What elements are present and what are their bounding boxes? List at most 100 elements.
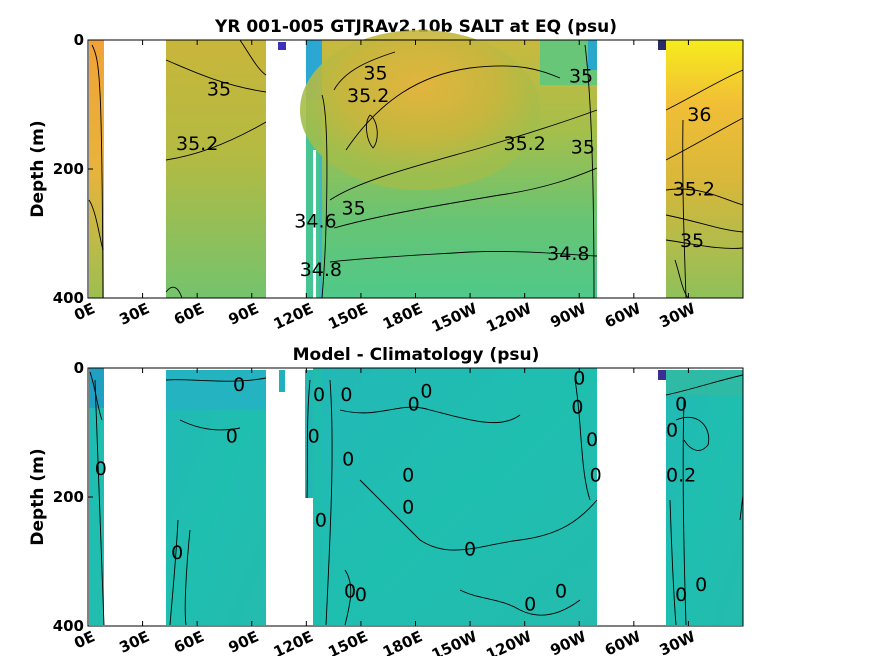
top-contour-line <box>366 114 378 149</box>
bottom-field-block <box>279 370 285 392</box>
bottom-contour-label: 0 <box>344 581 356 603</box>
top-field-block <box>540 40 597 85</box>
bottom-contour-label: 0 <box>524 593 536 615</box>
top-contour-line <box>329 251 598 263</box>
bottom-contour-line <box>675 416 710 451</box>
top-contour-line <box>665 214 744 233</box>
top-x-tick-label: 150W <box>429 299 480 336</box>
top-contour-label: 35.2 <box>176 133 218 155</box>
bottom-x-tick-label: 90E <box>226 627 262 656</box>
bottom-contour-label: 0 <box>586 429 598 451</box>
top-contour-line <box>584 44 595 299</box>
top-contour-line <box>665 69 744 111</box>
top-contour-label: 34.8 <box>300 259 342 281</box>
bottom-contour-label: 0 <box>675 584 687 606</box>
bottom-contour-label: 0 <box>590 464 602 486</box>
bottom-contour-label: 0 <box>571 397 583 419</box>
top-contour-line <box>665 188 744 206</box>
bottom-y-tick-label: 0 <box>74 359 84 377</box>
top-y-axis: 0 200 400 <box>53 31 93 307</box>
bottom-x-tick-label: 120W <box>483 627 534 656</box>
bottom-x-tick-label: 120E <box>271 627 316 656</box>
top-x-tick-label: 30W <box>657 299 699 331</box>
bottom-contour-line <box>459 589 581 616</box>
bottom-contour-label: 0 <box>355 584 367 606</box>
bottom-x-tick-label: 180E <box>380 627 425 656</box>
top-contour-label: 34.6 <box>294 211 336 233</box>
top-contour-label: 35 <box>569 65 593 87</box>
bottom-x-tick-label: 90W <box>547 627 589 656</box>
top-contour-line <box>333 51 396 91</box>
bottom-y-tick-label: 200 <box>53 488 84 506</box>
bottom-y-axis-label: Depth (m) <box>28 448 48 545</box>
top-contour-line <box>321 94 328 299</box>
top-contour-line <box>329 109 598 201</box>
top-field-block <box>588 40 597 70</box>
top-contour-label: 35 <box>363 62 387 84</box>
bottom-panel-title: Model - Climatology (psu) <box>293 345 540 365</box>
bottom-contour-line <box>665 374 744 396</box>
top-panel-title: YR 001-005 GTJRAv2.10b SALT at EQ (psu) <box>214 17 617 37</box>
bottom-contour-label: 0 <box>171 542 183 564</box>
top-x-tick-label: 30E <box>116 299 152 328</box>
top-contour-label: 35 <box>680 230 704 252</box>
bottom-contour-label: 0 <box>695 574 707 596</box>
top-salinity-panel: YR 001-005 GTJRAv2.10b SALT at EQ (psu) <box>28 17 744 336</box>
bottom-contour-label: 0 <box>402 464 414 486</box>
bottom-field-block <box>313 368 322 625</box>
top-x-tick-label: 90W <box>547 299 589 331</box>
top-x-tick-label: 150E <box>325 299 370 333</box>
bottom-contour-line <box>179 419 241 431</box>
bottom-contour-label: 0.2 <box>666 464 696 486</box>
top-contour-label: 35.2 <box>504 133 546 155</box>
top-x-tick-label: 180E <box>380 299 425 333</box>
bottom-field-block <box>166 370 266 625</box>
bottom-contour-line <box>359 479 598 551</box>
top-contour-line <box>674 259 689 299</box>
top-contour-line <box>345 65 561 151</box>
bottom-y-axis: 0 200 400 <box>53 359 93 635</box>
bottom-contour-line <box>344 569 352 626</box>
top-field-block <box>658 40 666 50</box>
top-contour-line <box>665 239 744 249</box>
bottom-contour-label: 0 <box>402 497 414 519</box>
top-field-block <box>166 40 266 298</box>
top-contour-label: 35.2 <box>347 85 389 107</box>
bottom-x-tick-label: 30E <box>116 627 152 656</box>
bottom-y-tick-label: 400 <box>53 617 84 635</box>
bottom-difference-field <box>89 368 743 625</box>
bottom-contour-label: 0 <box>666 419 678 441</box>
bottom-x-tick-label: 60E <box>171 627 207 656</box>
top-contour-label: 35 <box>571 136 595 158</box>
top-contour-label: 36 <box>687 104 711 126</box>
top-x-tick-label: 120W <box>483 299 534 336</box>
top-contour-line <box>165 59 267 93</box>
top-contour-line <box>165 121 267 161</box>
top-field-block <box>300 30 540 190</box>
top-y-tick-label: 400 <box>53 289 84 307</box>
bottom-field-block <box>89 368 104 625</box>
bottom-contour-line <box>339 406 521 424</box>
bottom-field-block <box>666 370 743 625</box>
bottom-contour-label: 0 <box>315 510 327 532</box>
top-field-block <box>313 150 316 298</box>
bottom-contour-label: 0 <box>675 393 687 415</box>
bottom-contour-lines <box>89 371 744 626</box>
bottom-field-block <box>89 368 104 408</box>
top-contour-line <box>333 167 598 229</box>
bottom-field-block <box>305 370 315 498</box>
bottom-contour-label: 0 <box>342 448 354 470</box>
bottom-contour-label: 0 <box>420 381 432 403</box>
bottom-contour-line <box>306 379 311 499</box>
top-y-tick-label: 0 <box>74 31 84 49</box>
top-contour-label: 35 <box>207 78 231 100</box>
top-contour-line <box>88 199 104 251</box>
bottom-contour-line <box>669 499 677 626</box>
bottom-contour-line <box>169 519 179 626</box>
top-y-tick-label: 200 <box>53 160 84 178</box>
bottom-contour-line <box>574 379 591 501</box>
top-field-block <box>666 40 743 298</box>
top-x-tick-label: 60E <box>171 299 207 328</box>
